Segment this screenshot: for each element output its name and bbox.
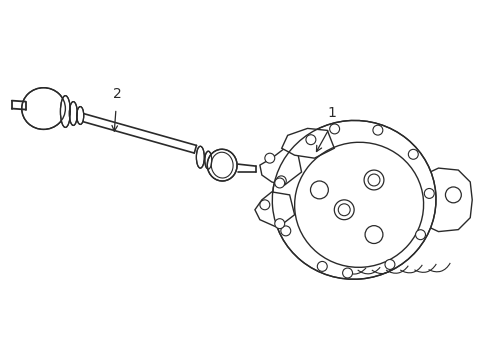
Circle shape xyxy=(274,219,284,229)
Ellipse shape xyxy=(61,96,70,127)
Polygon shape xyxy=(281,129,334,158)
Circle shape xyxy=(415,230,425,240)
Ellipse shape xyxy=(204,151,211,169)
Circle shape xyxy=(407,149,417,159)
Ellipse shape xyxy=(196,146,204,168)
Circle shape xyxy=(334,200,353,220)
Circle shape xyxy=(264,153,274,163)
Circle shape xyxy=(365,226,382,243)
Circle shape xyxy=(305,135,315,145)
Circle shape xyxy=(310,181,327,199)
Ellipse shape xyxy=(272,121,435,279)
Text: 1: 1 xyxy=(327,107,336,121)
Circle shape xyxy=(367,174,379,186)
Ellipse shape xyxy=(21,88,65,129)
Circle shape xyxy=(274,178,284,188)
Circle shape xyxy=(317,261,326,271)
Circle shape xyxy=(338,204,349,216)
Ellipse shape xyxy=(69,102,77,125)
Circle shape xyxy=(424,189,433,198)
Circle shape xyxy=(280,226,290,236)
Circle shape xyxy=(364,170,383,190)
Text: 2: 2 xyxy=(112,87,121,100)
Polygon shape xyxy=(423,168,471,231)
Circle shape xyxy=(342,268,352,278)
Circle shape xyxy=(445,187,460,203)
Circle shape xyxy=(276,176,285,186)
Ellipse shape xyxy=(77,107,83,125)
Circle shape xyxy=(259,200,269,210)
Circle shape xyxy=(372,125,382,135)
Circle shape xyxy=(329,124,339,134)
Polygon shape xyxy=(259,148,301,185)
Ellipse shape xyxy=(207,149,237,181)
Polygon shape xyxy=(254,192,294,228)
Circle shape xyxy=(384,260,394,269)
